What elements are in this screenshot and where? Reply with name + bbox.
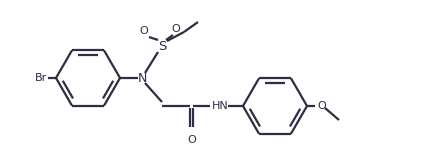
Text: Br: Br — [35, 73, 47, 83]
Text: O: O — [140, 26, 148, 36]
Text: S: S — [158, 39, 166, 52]
Text: O: O — [187, 135, 196, 145]
Text: O: O — [317, 101, 326, 111]
Text: O: O — [172, 24, 180, 34]
Text: N: N — [137, 72, 147, 84]
Text: HN: HN — [212, 101, 228, 111]
